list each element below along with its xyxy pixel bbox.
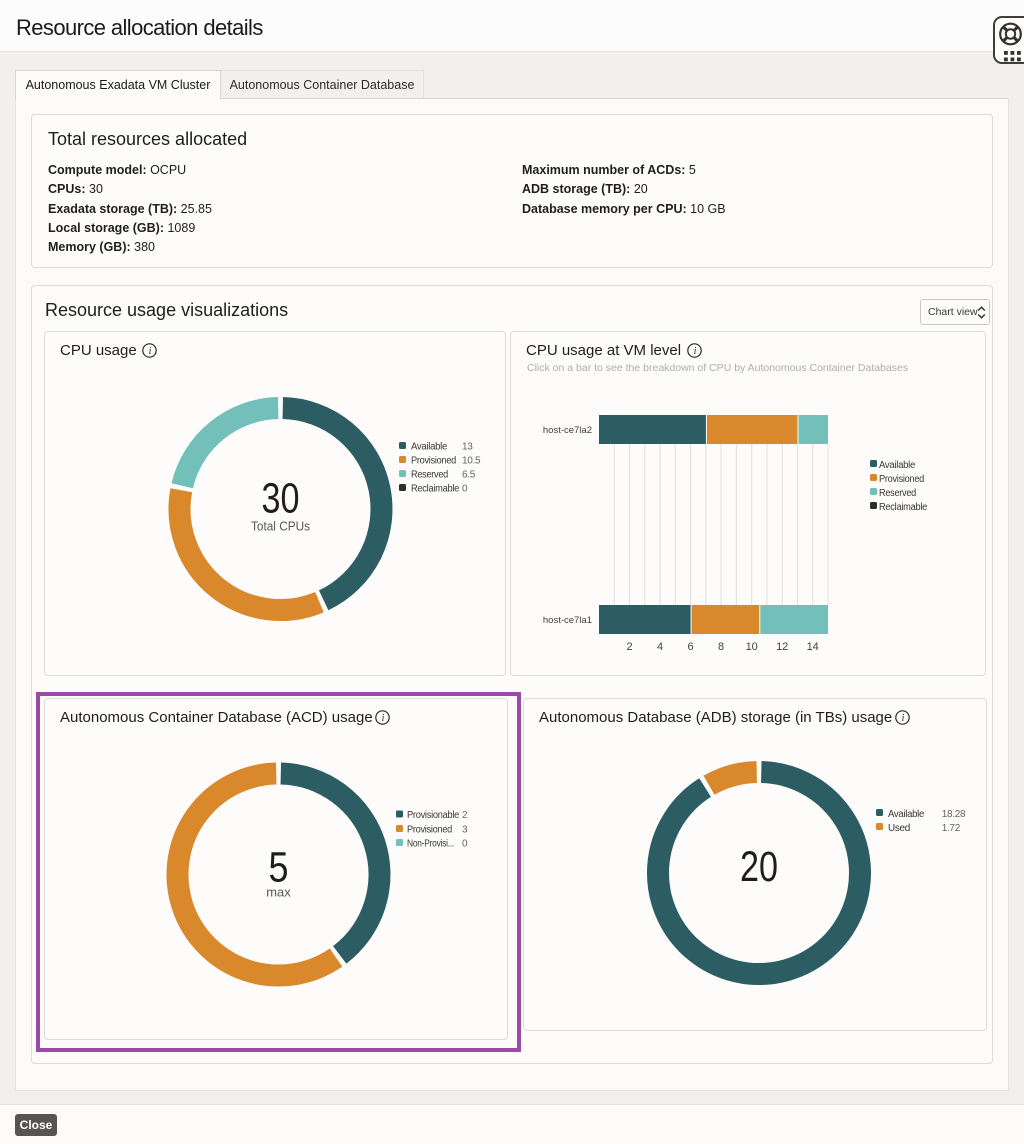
svg-text:i: i	[694, 346, 697, 357]
svg-text:14: 14	[807, 641, 819, 653]
svg-text:10: 10	[746, 641, 758, 653]
svg-text:20: 20	[740, 843, 778, 891]
svg-text:Provisioned: Provisioned	[411, 456, 456, 467]
svg-text:Reserved: Reserved	[879, 488, 916, 499]
svg-text:Available: Available	[888, 809, 925, 820]
svg-text:2: 2	[626, 641, 632, 653]
svg-text:Reclaimable: Reclaimable	[411, 484, 460, 495]
svg-text:host-ce7la2: host-ce7la2	[543, 425, 592, 436]
svg-text:i: i	[149, 346, 152, 357]
svg-text:i: i	[382, 713, 385, 724]
svg-text:6: 6	[688, 641, 694, 653]
svg-text:Reserved: Reserved	[411, 470, 448, 481]
svg-text:0: 0	[462, 484, 468, 495]
svg-text:host-ce7la1: host-ce7la1	[543, 615, 592, 626]
svg-text:4: 4	[657, 641, 663, 653]
svg-text:1.72: 1.72	[942, 823, 961, 834]
svg-text:3: 3	[462, 825, 468, 836]
svg-text:0: 0	[462, 839, 468, 850]
svg-text:Available: Available	[411, 442, 448, 453]
svg-text:13: 13	[462, 442, 473, 453]
svg-text:Non-Provisi...: Non-Provisi...	[407, 839, 454, 850]
svg-text:Provisioned: Provisioned	[879, 474, 924, 485]
svg-text:max: max	[266, 885, 291, 900]
svg-text:Used: Used	[888, 823, 910, 834]
svg-text:5: 5	[269, 844, 289, 892]
svg-text:10.5: 10.5	[462, 456, 481, 467]
svg-text:2: 2	[462, 810, 468, 821]
svg-text:6.5: 6.5	[462, 470, 476, 481]
svg-text:Available: Available	[879, 460, 916, 471]
svg-text:i: i	[902, 713, 905, 724]
svg-text:Reclaimable: Reclaimable	[879, 502, 928, 513]
svg-text:8: 8	[718, 641, 724, 653]
svg-text:12: 12	[776, 641, 788, 653]
svg-text:Provisioned: Provisioned	[407, 825, 452, 836]
svg-text:30: 30	[262, 475, 300, 523]
svg-text:Provisionable: Provisionable	[407, 810, 460, 821]
svg-text:Total CPUs: Total CPUs	[251, 519, 310, 534]
svg-text:18.28: 18.28	[942, 809, 966, 820]
